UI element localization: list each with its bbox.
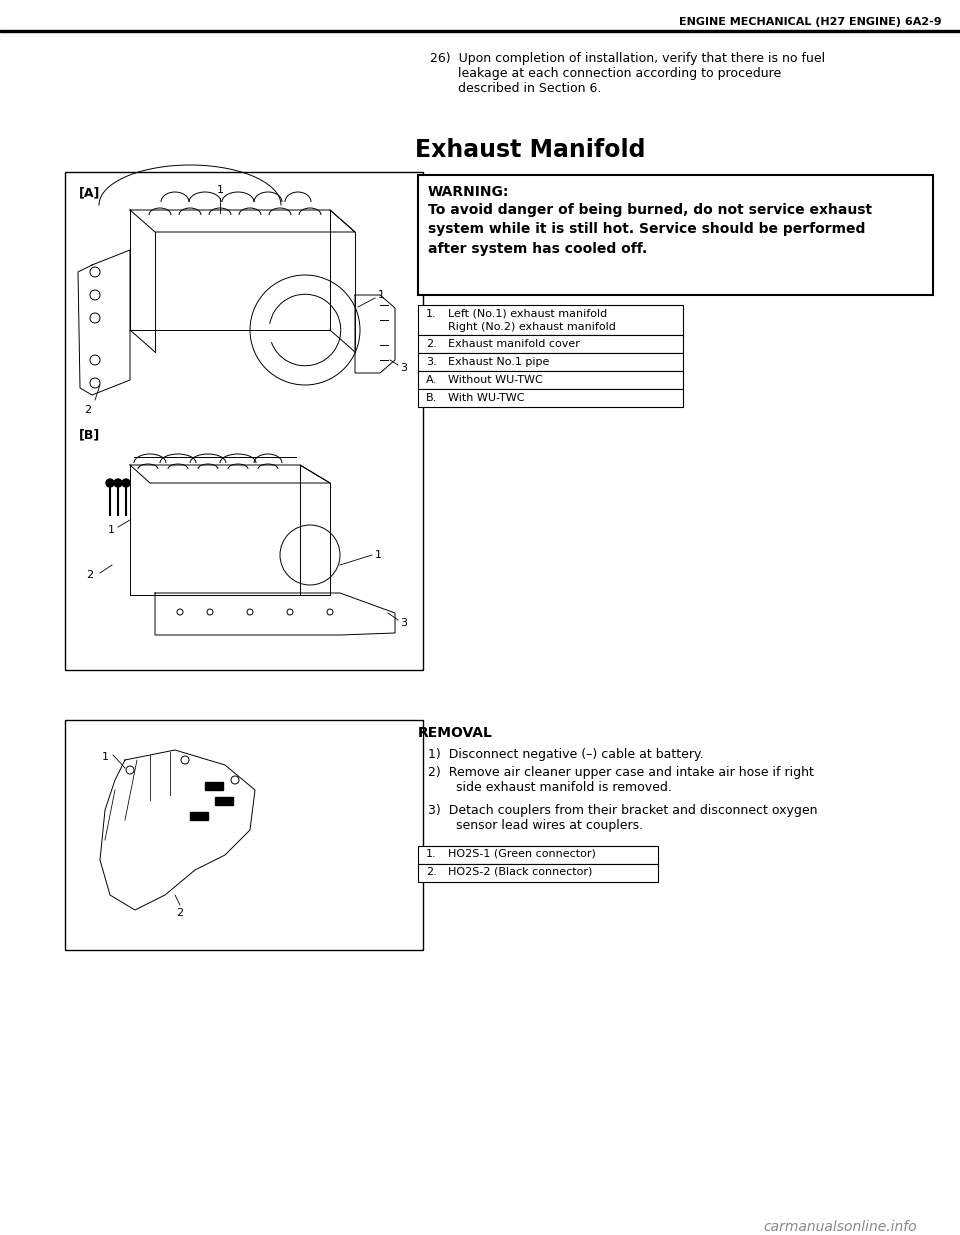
Bar <box>418 846 658 864</box>
Text: HO2S-2 (Black connector): HO2S-2 (Black connector) <box>448 867 592 877</box>
Circle shape <box>114 479 122 487</box>
Text: Exhaust No.1 pipe: Exhaust No.1 pipe <box>448 357 549 367</box>
Circle shape <box>106 479 114 487</box>
Bar <box>418 305 683 335</box>
Text: 2.: 2. <box>426 338 437 350</box>
Text: To avoid danger of being burned, do not service exhaust
system while it is still: To avoid danger of being burned, do not … <box>428 203 872 256</box>
Text: 2: 2 <box>86 571 93 580</box>
Text: 1: 1 <box>102 752 108 762</box>
Text: 2: 2 <box>177 908 183 918</box>
Text: described in Section 6.: described in Section 6. <box>430 82 601 95</box>
Text: sensor lead wires at couplers.: sensor lead wires at couplers. <box>428 819 643 832</box>
Text: 1.: 1. <box>426 848 437 860</box>
Bar <box>65 172 423 671</box>
Text: 1: 1 <box>375 550 382 559</box>
Text: Exhaust Manifold: Exhaust Manifold <box>415 138 645 162</box>
Text: 3.: 3. <box>426 357 437 367</box>
Text: 3)  Detach couplers from their bracket and disconnect oxygen: 3) Detach couplers from their bracket an… <box>428 804 818 818</box>
Bar <box>418 175 933 295</box>
Text: 2.: 2. <box>426 867 437 877</box>
Circle shape <box>122 479 130 487</box>
Bar <box>418 335 683 353</box>
Bar <box>418 370 683 389</box>
Text: With WU-TWC: With WU-TWC <box>448 393 524 403</box>
Text: 1: 1 <box>108 525 115 535</box>
Text: B.: B. <box>426 393 437 403</box>
Bar <box>418 353 683 370</box>
Bar <box>215 797 233 805</box>
Text: 1: 1 <box>378 290 385 300</box>
Text: WARNING:: WARNING: <box>428 185 510 199</box>
Bar <box>205 782 223 790</box>
Text: Without WU-TWC: Without WU-TWC <box>448 375 542 385</box>
Text: REMOVAL: REMOVAL <box>418 726 492 740</box>
Bar <box>418 864 658 882</box>
Bar <box>65 720 423 950</box>
Text: Left (No.1) exhaust manifold
Right (No.2) exhaust manifold: Left (No.1) exhaust manifold Right (No.2… <box>448 309 616 332</box>
Text: carmanualsonline.info: carmanualsonline.info <box>763 1220 917 1234</box>
Text: 2: 2 <box>84 405 91 415</box>
Text: 26)  Upon completion of installation, verify that there is no fuel: 26) Upon completion of installation, ver… <box>430 52 826 65</box>
Text: 3: 3 <box>400 618 407 629</box>
Text: 3: 3 <box>400 363 407 373</box>
Text: 1.: 1. <box>426 309 437 319</box>
Text: 2)  Remove air cleaner upper case and intake air hose if right: 2) Remove air cleaner upper case and int… <box>428 766 814 779</box>
Text: side exhaust manifold is removed.: side exhaust manifold is removed. <box>428 781 672 794</box>
Text: leakage at each connection according to procedure: leakage at each connection according to … <box>430 67 781 80</box>
Bar <box>418 389 683 408</box>
Text: ENGINE MECHANICAL (H27 ENGINE) 6A2-9: ENGINE MECHANICAL (H27 ENGINE) 6A2-9 <box>680 17 942 27</box>
Bar <box>0 30 960 32</box>
Text: 1: 1 <box>217 185 224 195</box>
Text: 1)  Disconnect negative (–) cable at battery.: 1) Disconnect negative (–) cable at batt… <box>428 748 704 761</box>
Text: [A]: [A] <box>79 186 101 199</box>
Text: Exhaust manifold cover: Exhaust manifold cover <box>448 338 580 350</box>
Text: A.: A. <box>426 375 437 385</box>
Text: HO2S-1 (Green connector): HO2S-1 (Green connector) <box>448 848 596 860</box>
Bar <box>190 811 208 820</box>
Text: [B]: [B] <box>79 429 100 441</box>
